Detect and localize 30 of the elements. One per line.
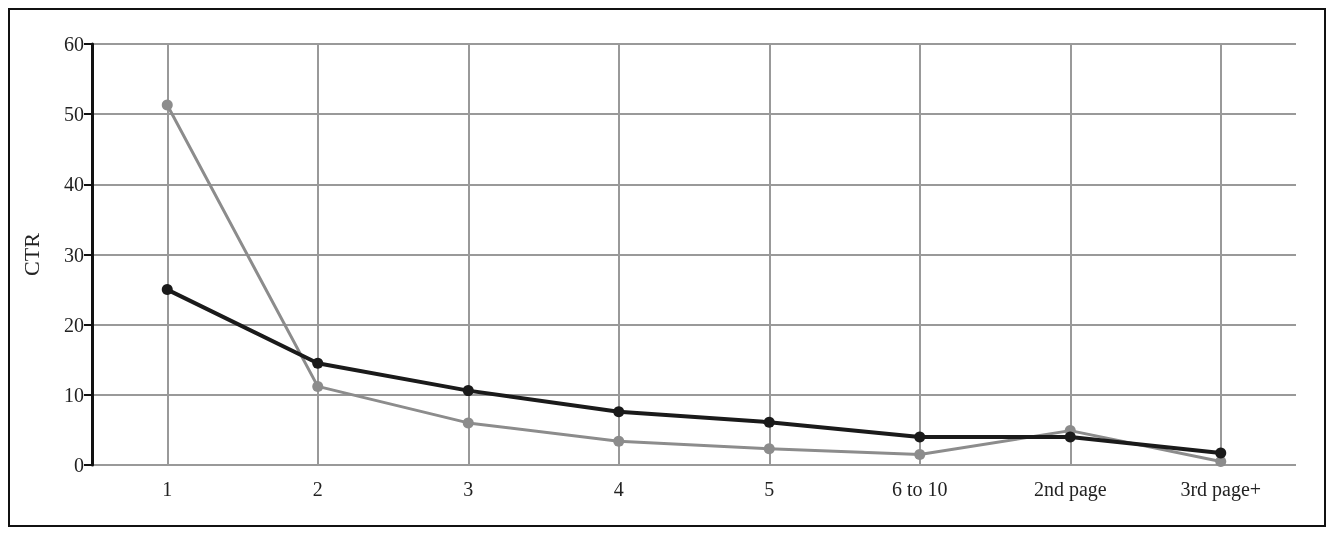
x-tick-label: 2nd page	[1033, 478, 1107, 501]
x-tick-label: 5	[764, 478, 775, 500]
point	[161, 99, 173, 111]
x-tick-label: 4	[613, 478, 624, 500]
x-tick-label: 6 to 10	[891, 478, 948, 500]
point	[161, 284, 173, 296]
point	[914, 431, 926, 443]
x-tick-label: 3rd page+	[1180, 478, 1262, 501]
point	[613, 435, 625, 447]
point	[914, 448, 926, 460]
y-tick-label: 40	[64, 173, 84, 196]
point	[1215, 447, 1227, 459]
point	[462, 385, 474, 397]
y-axis-title: CTR	[18, 232, 44, 276]
y-tick-label: 60	[64, 33, 84, 55]
y-tick-label: 10	[64, 383, 84, 406]
point	[312, 357, 324, 369]
point	[613, 406, 625, 418]
point	[763, 416, 775, 428]
point	[763, 443, 775, 455]
y-tick-label: 0	[74, 454, 84, 476]
x-tick-label: 3	[463, 478, 474, 500]
y-tick-label: 50	[64, 103, 84, 126]
x-tick-label: 1	[162, 478, 173, 500]
x-tick-label: 2	[312, 478, 323, 500]
point	[462, 417, 474, 429]
y-tick-label: 30	[64, 243, 84, 266]
point	[312, 380, 324, 392]
point	[1064, 431, 1076, 443]
y-tick-label: 20	[64, 313, 84, 336]
